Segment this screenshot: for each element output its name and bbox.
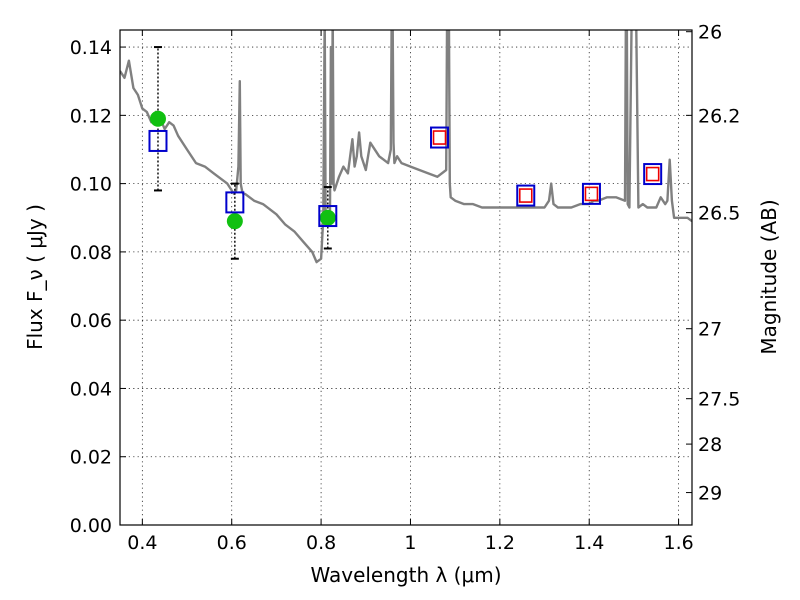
model-square xyxy=(430,126,450,149)
plot-layer xyxy=(120,30,692,264)
x-tick-label: 1.6 xyxy=(663,532,693,554)
y-tick-label: 0.02 xyxy=(70,447,112,469)
y-tick-label: 0.06 xyxy=(70,310,112,332)
y2-tick-label: 28 xyxy=(698,434,722,456)
y2-tick-label: 26.5 xyxy=(698,203,740,225)
y2-tick-label: 29 xyxy=(698,483,722,505)
predicted-square xyxy=(584,186,599,202)
x-tick-label: 0.4 xyxy=(127,532,157,554)
x-axis-label: Wavelength λ (μm) xyxy=(310,563,501,587)
observed-point xyxy=(149,110,166,127)
y-tick-label: 0.12 xyxy=(70,105,112,127)
y2-tick-label: 26 xyxy=(698,22,722,44)
model-square xyxy=(643,163,663,186)
y-tick-label: 0.08 xyxy=(70,242,112,264)
model-square xyxy=(581,182,601,205)
y-tick-label: 0.10 xyxy=(70,174,112,196)
y-tick-label: 0.14 xyxy=(70,37,112,59)
y-tick-label: 0.04 xyxy=(70,378,112,400)
predicted-square xyxy=(518,188,533,203)
grid-layer xyxy=(120,30,692,526)
x-tick-label: 1.2 xyxy=(485,532,515,554)
y2-tick-label: 27 xyxy=(698,319,722,341)
spectrum-line xyxy=(120,30,692,264)
predicted-square xyxy=(645,166,660,182)
tick-layer: 0.4 0.6 0.8 1 1.2 1.4 1.6 0.00 0.02 0.04 0.06 0.08 0… xyxy=(70,22,741,554)
x-tick-label: 1 xyxy=(404,532,416,554)
model-square xyxy=(225,191,245,214)
model-square xyxy=(148,129,168,152)
x-tick-label: 0.6 xyxy=(217,532,247,554)
y2-tick-label: 26.2 xyxy=(698,105,740,127)
plot-frame xyxy=(119,29,693,526)
y2-tick-label: 27.5 xyxy=(698,389,740,411)
observed-point xyxy=(226,213,243,230)
y2-axis-label: Magnitude (AB) xyxy=(757,199,781,354)
x-tick-label: 0.8 xyxy=(306,532,336,554)
y-tick-label: 0.00 xyxy=(70,515,112,537)
x-tick-label: 1.4 xyxy=(574,532,604,554)
y-axis-label: Flux F_ν ( μJy ) xyxy=(23,204,47,350)
model-square xyxy=(318,205,338,228)
predicted-square xyxy=(432,130,447,145)
observed-point xyxy=(319,209,336,226)
model-square xyxy=(516,184,536,207)
